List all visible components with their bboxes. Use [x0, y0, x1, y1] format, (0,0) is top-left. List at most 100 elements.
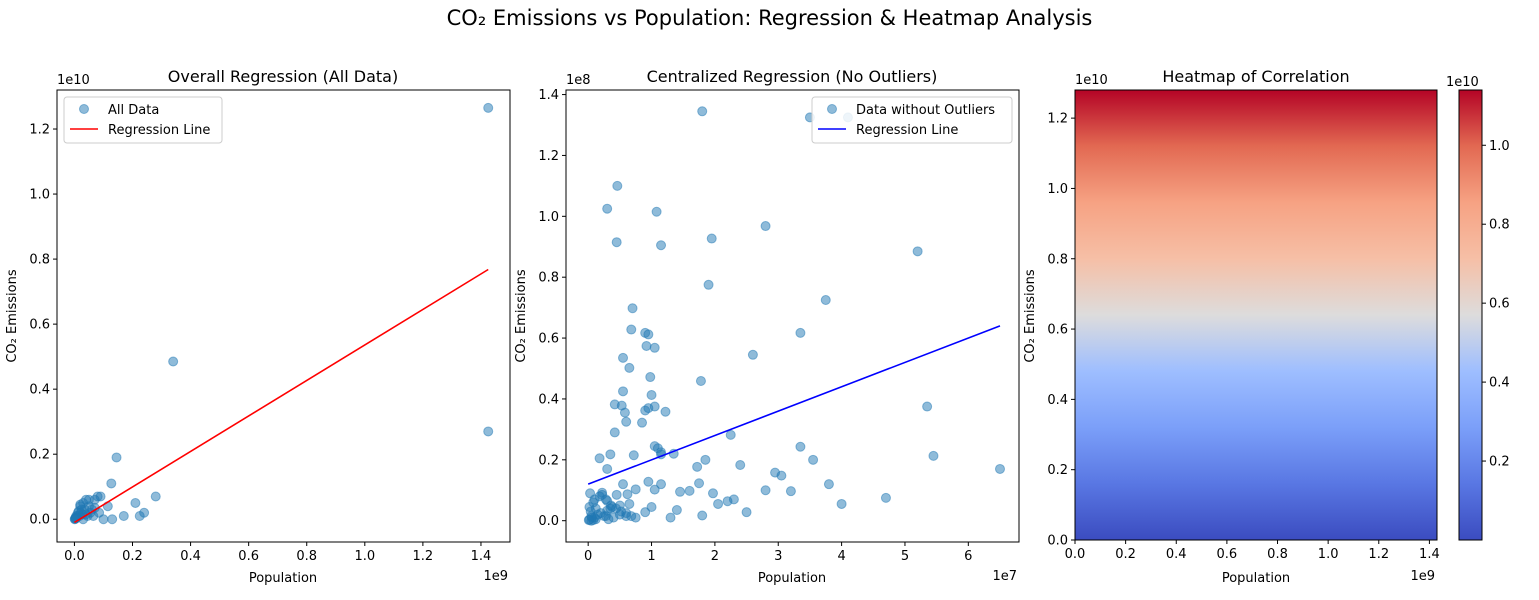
y-tick-label: 0.6: [1047, 323, 1068, 338]
y-tick-label: 0.2: [538, 453, 559, 468]
data-point: [583, 515, 594, 526]
colorbar-offset-text: 1e10: [1446, 75, 1479, 90]
data-point: [618, 386, 629, 397]
x-offset-text-heatmap: 1e9: [1410, 569, 1435, 584]
y-ticks-overall: 0.0 0.2 0.4 0.6 0.8 1.0 1.2: [29, 123, 57, 528]
x-tick-label: 0.0: [64, 549, 85, 564]
data-point: [645, 372, 656, 383]
x-tick-label: 1.4: [471, 549, 492, 564]
y-tick-label: 0.0: [1047, 534, 1068, 549]
y-tick-label: 1.2: [29, 123, 50, 138]
data-point: [83, 494, 94, 505]
data-point: [483, 426, 494, 437]
data-point: [820, 295, 831, 306]
x-tick-label: 3: [774, 549, 782, 564]
x-tick-label: 5: [901, 549, 909, 564]
data-point: [624, 362, 635, 373]
data-point: [483, 102, 494, 113]
data-point: [912, 246, 923, 257]
heatmap-image: [1075, 90, 1437, 540]
data-point: [713, 498, 724, 509]
data-point: [928, 450, 939, 461]
data-point: [823, 479, 834, 490]
data-point: [621, 416, 632, 427]
y-tick-label: 0.8: [538, 271, 559, 286]
data-point: [785, 486, 796, 497]
x-tick-label: 0.6: [1217, 547, 1238, 562]
data-point: [75, 499, 86, 510]
data-point: [134, 510, 145, 521]
legend-overall: All Data Regression Line: [63, 96, 223, 144]
y-tick-label: 1.0: [29, 188, 50, 203]
regression-line: [74, 268, 489, 524]
data-point: [760, 485, 771, 496]
x-tick-label: 6: [964, 549, 972, 564]
data-point: [646, 501, 657, 512]
y-ticks-centralized: 0.0 0.2 0.4 0.6 0.8 1.0 1.2 1.4: [538, 88, 566, 529]
data-point: [602, 463, 613, 474]
figure-title: CO₂ Emissions vs Population: Regression …: [446, 6, 1093, 30]
data-point: [700, 454, 711, 465]
marks-centralized: [583, 106, 1005, 526]
y-tick-label: 0.8: [1047, 252, 1068, 267]
x-tick-label: 0.6: [238, 549, 259, 564]
data-point: [703, 279, 714, 290]
data-point: [622, 489, 633, 500]
y-ticks-heatmap: 0.0 0.2 0.4 0.6 0.8 1.0 1.2: [1047, 112, 1075, 549]
y-tick-label: 0.2: [1047, 463, 1068, 478]
data-point: [922, 401, 933, 412]
x-tick-label: 1.0: [1318, 547, 1339, 562]
data-point: [643, 329, 654, 340]
data-point: [619, 407, 630, 418]
data-point: [741, 507, 752, 518]
x-tick-label: 2: [711, 549, 719, 564]
y-tick-label: 0.0: [538, 514, 559, 529]
panel-heatmap: Heatmap of Correlation Population CO₂ Em…: [1023, 67, 1510, 586]
colorbar-tick-label: 0.6: [1489, 297, 1510, 312]
x-tick-label: 0: [584, 549, 592, 564]
data-point: [671, 505, 682, 516]
x-tick-label: 0.4: [180, 549, 201, 564]
legend-label-regression-central: Regression Line: [856, 123, 958, 138]
data-point: [747, 349, 758, 360]
y-offset-text-heatmap: 1e10: [1075, 73, 1108, 88]
panel-centralized-regression: Centralized Regression (No Outliers) Pop…: [514, 67, 1020, 586]
panel-title-overall: Overall Regression (All Data): [168, 67, 398, 86]
colorbar-ticks: 0.2 0.4 0.6 0.8 1.0: [1482, 139, 1510, 470]
y-tick-label: 0.4: [29, 383, 50, 398]
data-point: [630, 484, 641, 495]
data-point: [603, 514, 614, 525]
x-tick-label: 1.2: [413, 549, 434, 564]
data-point: [637, 417, 648, 428]
marks-overall: [69, 102, 494, 525]
y-tick-label: 0.4: [1047, 393, 1068, 408]
x-tick-label: 0.2: [122, 549, 143, 564]
y-tick-label: 0.6: [29, 318, 50, 333]
plot-area-overall: [56, 89, 511, 543]
x-ticks-overall: 0.0 0.2 0.4 0.6 0.8 1.0 1.2 1.4: [64, 542, 491, 564]
data-point: [697, 510, 708, 521]
data-point: [609, 427, 620, 438]
y-tick-label: 0.4: [538, 392, 559, 407]
data-point: [605, 449, 616, 460]
data-point: [656, 479, 667, 490]
data-point: [795, 327, 806, 338]
x-axis-label-heatmap: Population: [1222, 571, 1290, 586]
data-point: [660, 406, 671, 417]
x-offset-text-centralized: 1e7: [992, 569, 1017, 584]
data-point: [618, 479, 629, 490]
data-point: [695, 375, 706, 386]
x-ticks-centralized: 0 1 2 3 4 5 6: [584, 542, 972, 564]
data-point: [168, 356, 179, 367]
data-point: [725, 429, 736, 440]
colorbar-tick-label: 0.2: [1489, 455, 1510, 470]
data-point: [643, 476, 654, 487]
data-point: [692, 461, 703, 472]
data-point: [722, 496, 733, 507]
data-point: [707, 488, 718, 499]
colorbar-tick-label: 0.4: [1489, 376, 1510, 391]
data-point: [624, 498, 635, 509]
data-point: [735, 459, 746, 470]
y-axis-label-centralized: CO₂ Emissions: [514, 269, 529, 362]
